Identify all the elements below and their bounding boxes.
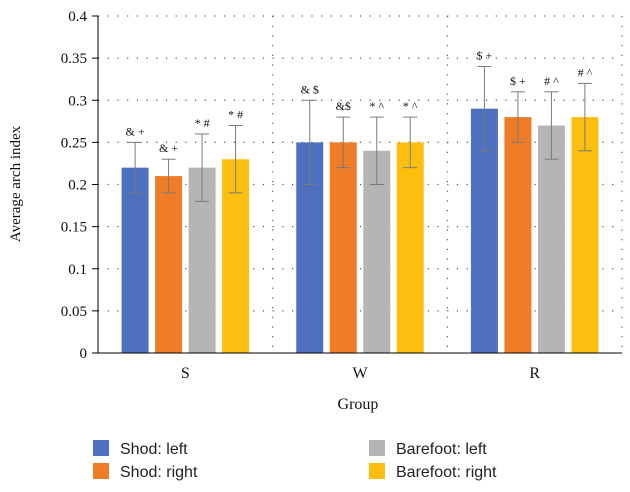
- bar: [396, 142, 424, 353]
- y-tick-label: 0.15: [61, 220, 87, 236]
- axes: [92, 15, 622, 354]
- y-tick-label: 0.3: [68, 93, 87, 109]
- x-axis-title: Group: [338, 396, 379, 413]
- legend-label: Shod: left: [120, 441, 188, 458]
- legend-label: Barefoot: left: [396, 441, 487, 458]
- significance-annotation: * #: [228, 108, 243, 122]
- legend-swatch: [369, 463, 385, 479]
- x-tick-label: R: [529, 365, 540, 382]
- y-tick-label: 0.2: [68, 178, 87, 194]
- legend-label: Shod: right: [120, 464, 198, 481]
- y-tick-label: 0: [80, 346, 88, 362]
- bar: [537, 125, 565, 354]
- legend-swatch: [93, 463, 109, 479]
- annotations-layer: & + & + * # * # & $ &$ * ^ * ^ $ + $ + # ^ # ^: [126, 49, 593, 156]
- significance-annotation: * #: [195, 116, 210, 130]
- significance-annotation: # ^: [544, 74, 559, 88]
- bar: [155, 176, 183, 353]
- significance-annotation: & +: [159, 141, 178, 155]
- significance-annotation: $ +: [510, 74, 526, 88]
- y-tick-label: 0.25: [61, 135, 87, 151]
- significance-annotation: * ^: [369, 99, 384, 113]
- bar: [329, 142, 357, 353]
- y-tick-label: 0.35: [61, 51, 87, 67]
- significance-annotation: & $: [301, 82, 319, 96]
- legend-swatch: [369, 440, 385, 456]
- significance-annotation: $ +: [477, 49, 493, 63]
- y-axis-title: Average arch index: [8, 125, 24, 242]
- bar: [571, 117, 599, 353]
- significance-annotation: * ^: [403, 99, 418, 113]
- legend-label: Barefoot: right: [396, 464, 497, 481]
- bar: [121, 167, 149, 353]
- y-tick-label: 0.05: [61, 304, 87, 320]
- legend-swatch: [93, 440, 109, 456]
- legend: Shod: left Shod: right Barefoot: left Baref…: [93, 440, 497, 481]
- y-tick-label: 0.1: [68, 262, 87, 278]
- significance-annotation: # ^: [578, 65, 593, 79]
- significance-annotation: & +: [126, 124, 145, 138]
- x-tick-label: W: [352, 365, 368, 382]
- bars-layer: [121, 108, 599, 354]
- grid-lines: [98, 15, 623, 353]
- y-tick-labels: 0 0.05 0.1 0.15 0.2 0.25 0.3 0.35 0.4: [61, 9, 88, 362]
- y-tick-label: 0.4: [68, 9, 87, 25]
- bar: [504, 117, 532, 353]
- x-tick-label: S: [181, 365, 190, 382]
- error-bars-layer: [128, 66, 592, 202]
- significance-annotation: &$: [336, 99, 351, 113]
